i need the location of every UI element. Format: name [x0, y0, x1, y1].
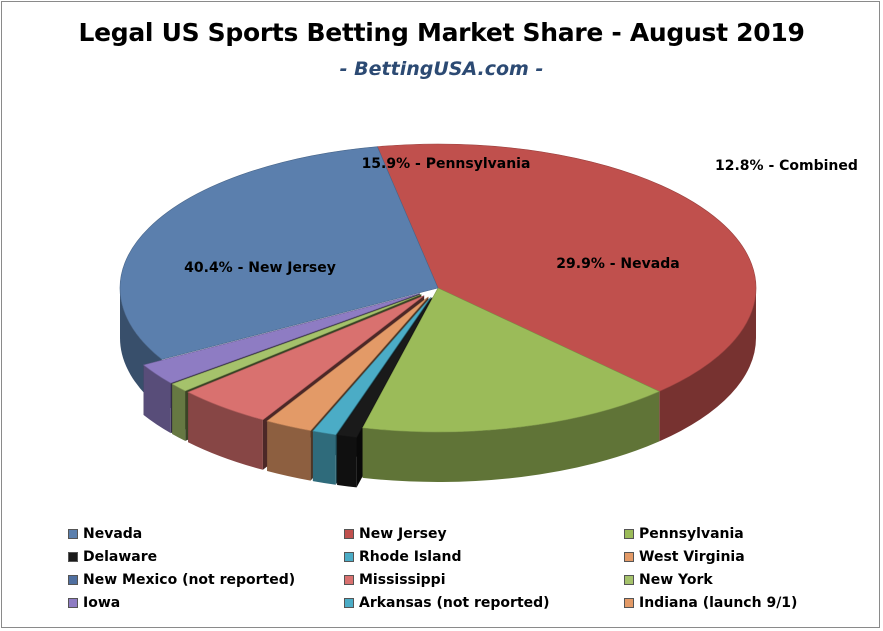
- legend-item-mississippi: Mississippi: [344, 572, 446, 588]
- legend-swatch: [624, 552, 634, 562]
- legend-item-nevada: Nevada: [68, 526, 142, 542]
- legend-label: Indiana (launch 9/1): [639, 595, 798, 611]
- legend-swatch: [624, 529, 634, 539]
- slice-side-new-york-wall-0: [172, 383, 186, 441]
- slice-iowa: [142, 293, 420, 384]
- pie-labels: 40.4% - New Jersey 15.9% - Pennsylvania 29…: [184, 156, 858, 276]
- legend-swatch: [344, 552, 354, 562]
- legend-label: New York: [639, 572, 713, 588]
- legend-item-arkansas-not-reported: Arkansas (not reported): [344, 595, 550, 611]
- legend-item-iowa: Iowa: [68, 595, 120, 611]
- slice-label-new-jersey: 40.4% - New Jersey: [184, 260, 336, 276]
- slice-side-rhode-island-wall-0: [312, 431, 336, 485]
- slice-side-iowa-wall-0: [143, 364, 171, 434]
- pie-tops: [119, 143, 757, 438]
- slice-side-west-virginia-wall-0: [267, 421, 311, 481]
- legend-swatch: [68, 598, 78, 608]
- legend-swatch: [344, 529, 354, 539]
- slice-west-virginia: [266, 296, 429, 431]
- legend-label: Delaware: [83, 549, 158, 565]
- slice-mississippi: [187, 295, 425, 421]
- legend-label: Rhode Island: [359, 549, 462, 565]
- legend-label: Iowa: [83, 595, 121, 611]
- slice-new-york: [171, 294, 422, 392]
- legend-item-west-virginia: West Virginia: [624, 549, 745, 565]
- legend-swatch: [624, 598, 634, 608]
- slice-side-mississippi-wall-0: [188, 392, 263, 470]
- slice-label-pennsylvania: 15.9% - Pennsylvania: [362, 156, 531, 172]
- slice-nevada: [119, 146, 439, 360]
- slice-side-pennsylvania-wall-0: [362, 391, 660, 482]
- chart-title: Legal US Sports Betting Market Share - A…: [78, 18, 805, 47]
- legend-item-rhode-island: Rhode Island: [344, 549, 462, 565]
- legend-item-delaware: Delaware: [68, 549, 157, 565]
- slice-pennsylvania: [362, 287, 660, 433]
- slice-label-combined: 12.8% - Combined: [715, 158, 858, 174]
- legend-item-pennsylvania: Pennsylvania: [624, 526, 744, 542]
- legend-swatch: [624, 575, 634, 585]
- legend-swatch: [68, 575, 78, 585]
- legend-item-new-mexico-not-reported: New Mexico (not reported): [68, 572, 295, 588]
- legend-item-new-jersey: New Jersey: [344, 526, 447, 542]
- slice-side-delaware-wall-0: [337, 434, 357, 488]
- legend-swatch: [344, 575, 354, 585]
- legend-swatch: [68, 529, 78, 539]
- slice-label-nevada: 29.9% - Nevada: [556, 256, 679, 272]
- legend-item-indiana-launch-9-1: Indiana (launch 9/1): [624, 595, 797, 611]
- legend-swatch: [344, 598, 354, 608]
- legend-label: New Mexico (not reported): [83, 572, 296, 588]
- legend-label: Mississippi: [359, 572, 446, 588]
- slice-rhode-island: [312, 297, 431, 436]
- legend-item-new-york: New York: [624, 572, 713, 588]
- legend-label: West Virginia: [639, 549, 745, 565]
- legend-label: Pennsylvania: [639, 526, 744, 542]
- slice-delaware: [336, 297, 433, 438]
- legend-label: Nevada: [83, 526, 143, 542]
- legend-swatch: [68, 552, 78, 562]
- legend-label: Arkansas (not reported): [359, 595, 550, 611]
- legend-label: New Jersey: [359, 526, 447, 542]
- chart-subtitle: - BettingUSA.com -: [339, 58, 544, 80]
- slice-new-jersey: [376, 143, 757, 392]
